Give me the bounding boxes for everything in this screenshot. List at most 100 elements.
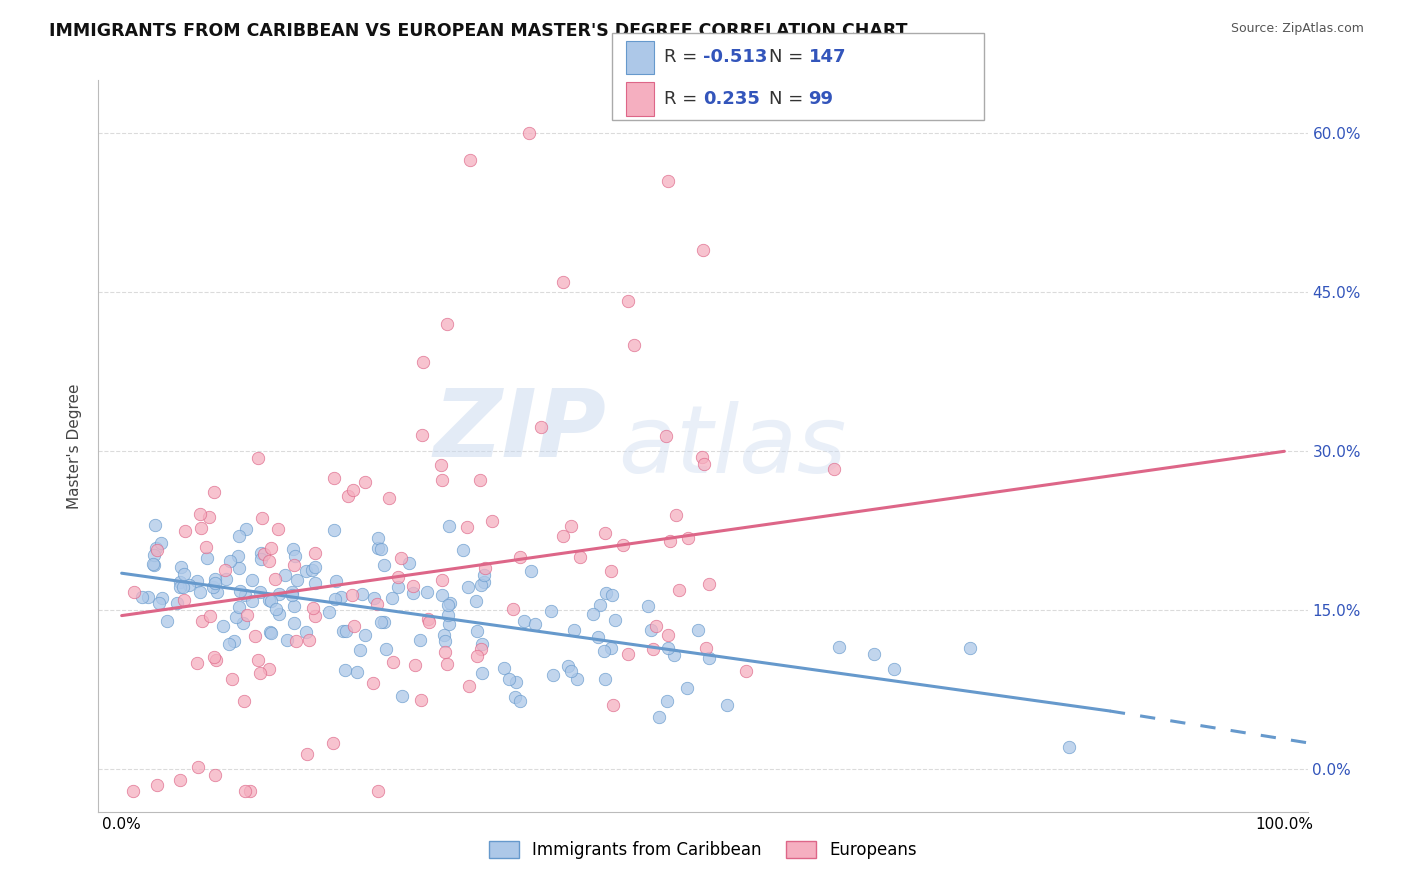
Text: 0.235: 0.235 <box>703 89 759 108</box>
Point <box>342 483 364 498</box>
Point <box>505 674 527 689</box>
Point <box>169 575 191 590</box>
Point <box>252 511 274 525</box>
Point <box>734 664 756 678</box>
Point <box>465 594 488 608</box>
Point <box>143 548 166 562</box>
Point <box>354 628 377 642</box>
Point <box>382 655 405 669</box>
Point <box>657 174 679 188</box>
Point <box>439 518 461 533</box>
Point <box>434 645 457 659</box>
Point <box>335 624 357 638</box>
Point <box>553 275 575 289</box>
Point <box>260 541 283 555</box>
Point <box>481 514 503 528</box>
Point <box>529 420 551 434</box>
Point <box>304 546 326 560</box>
Point <box>716 698 738 712</box>
Point <box>665 508 688 523</box>
Point <box>367 541 389 555</box>
Point <box>242 594 264 608</box>
Point <box>640 623 662 637</box>
Text: 147: 147 <box>808 48 846 67</box>
Point <box>470 641 492 656</box>
Point <box>378 491 401 505</box>
Point <box>204 576 226 591</box>
Point <box>648 710 671 724</box>
Point <box>657 640 679 655</box>
Point <box>374 642 396 657</box>
Point <box>509 550 531 565</box>
Point <box>191 614 214 628</box>
Point <box>471 637 494 651</box>
Point <box>595 586 617 600</box>
Point <box>235 522 257 536</box>
Point <box>150 591 173 605</box>
Point <box>342 588 364 602</box>
Point <box>349 643 371 657</box>
Point <box>434 633 457 648</box>
Point <box>219 554 242 568</box>
Point <box>301 563 323 577</box>
Point <box>465 649 488 664</box>
Point <box>285 574 308 588</box>
Point <box>381 591 404 605</box>
Point <box>593 672 616 686</box>
Point <box>322 523 344 537</box>
Point <box>863 647 886 661</box>
Point <box>551 529 574 543</box>
Point <box>304 575 326 590</box>
Point <box>228 599 250 614</box>
Point <box>586 630 609 644</box>
Point <box>697 577 720 591</box>
Point <box>202 484 225 499</box>
Point <box>304 560 326 574</box>
Point <box>472 574 495 589</box>
Point <box>655 428 678 442</box>
Point <box>218 636 240 650</box>
Point <box>264 572 287 586</box>
Point <box>657 628 679 642</box>
Point <box>361 675 384 690</box>
Point <box>693 457 716 471</box>
Point <box>188 507 211 521</box>
Point <box>188 584 211 599</box>
Text: R =: R = <box>664 48 703 67</box>
Point <box>605 613 627 627</box>
Point <box>187 760 209 774</box>
Point <box>276 633 298 648</box>
Point <box>637 599 659 614</box>
Point <box>173 524 195 539</box>
Point <box>370 615 392 629</box>
Point <box>233 694 256 708</box>
Point <box>204 767 226 781</box>
Point <box>186 656 208 670</box>
Point <box>195 550 218 565</box>
Point <box>145 541 167 556</box>
Point <box>332 624 354 638</box>
Point <box>295 624 318 639</box>
Point <box>354 475 377 489</box>
Point <box>267 607 290 621</box>
Point <box>143 558 166 573</box>
Point <box>589 598 612 612</box>
Point <box>225 609 247 624</box>
Text: atlas: atlas <box>619 401 846 491</box>
Point <box>195 540 218 554</box>
Point <box>436 317 458 331</box>
Point <box>883 662 905 676</box>
Point <box>560 664 582 678</box>
Point <box>253 547 276 561</box>
Point <box>221 672 243 686</box>
Point <box>498 672 520 686</box>
Point <box>198 608 221 623</box>
Point <box>343 619 366 633</box>
Point <box>246 450 269 465</box>
Point <box>142 558 165 572</box>
Point <box>418 615 440 629</box>
Point <box>565 672 588 686</box>
Point <box>363 591 385 605</box>
Point <box>335 664 357 678</box>
Point <box>336 489 359 503</box>
